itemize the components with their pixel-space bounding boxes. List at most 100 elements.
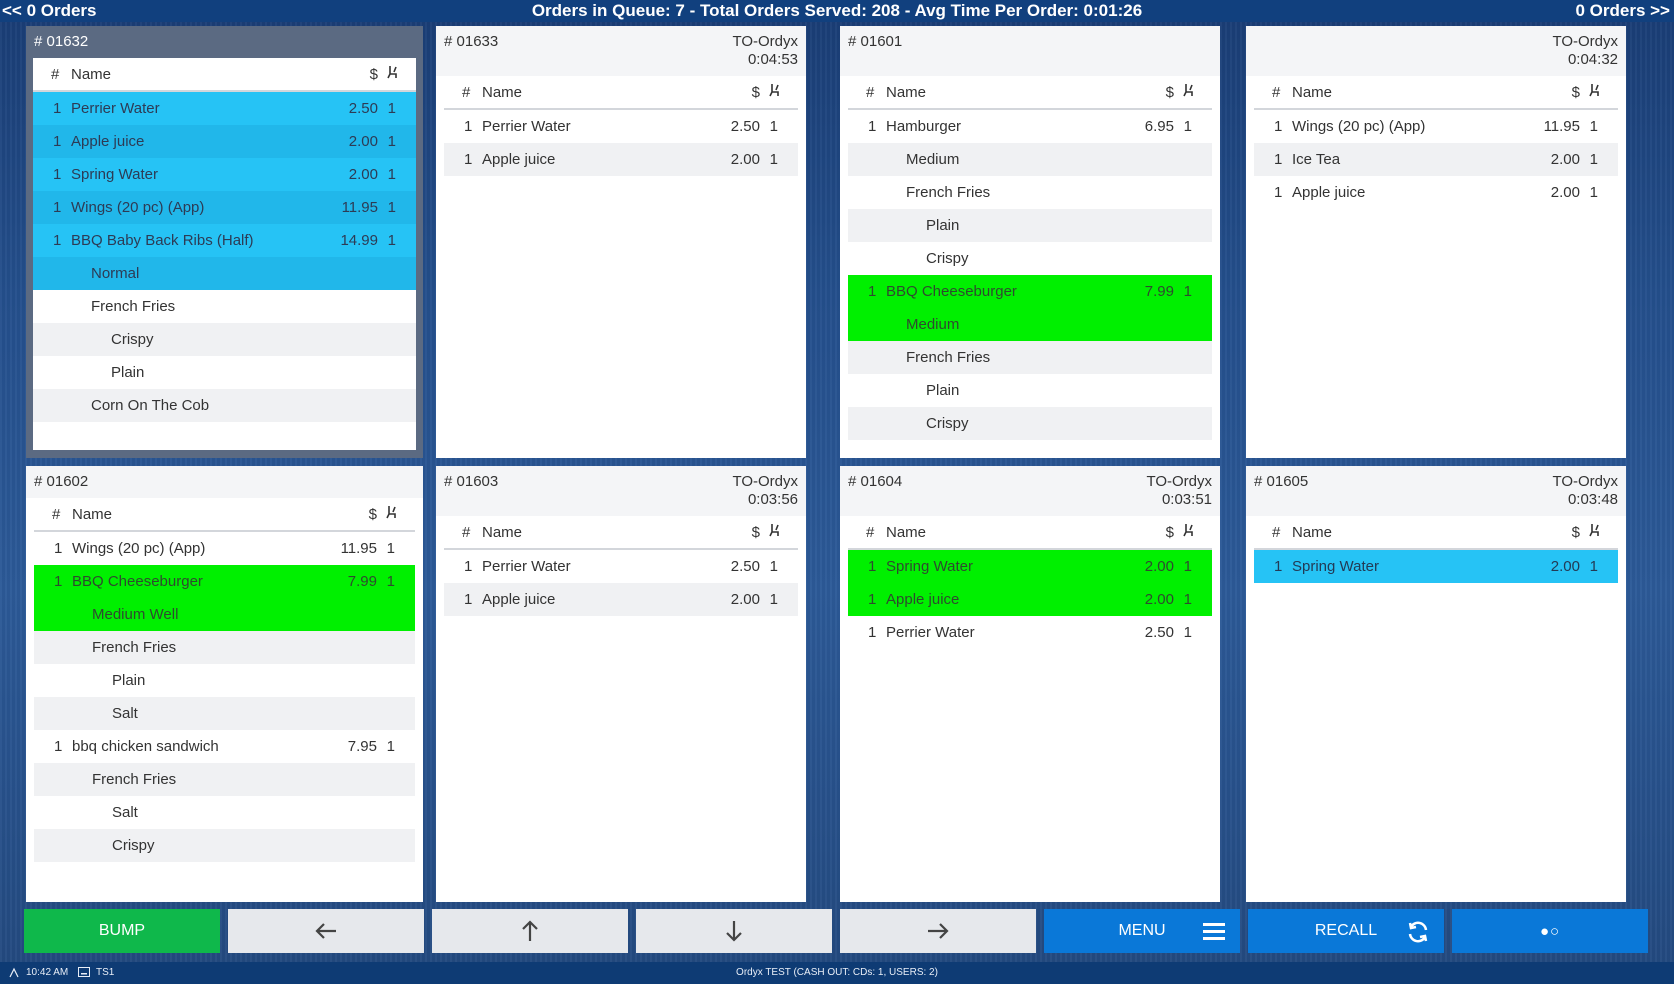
item-name: Apple juice xyxy=(71,133,145,150)
item-modifier-row[interactable]: French Fries xyxy=(34,763,415,796)
order-item-row[interactable]: 1 Apple juice 2.00 1 xyxy=(33,125,416,158)
item-price: 7.99 xyxy=(347,573,377,590)
recall-button[interactable]: RECALL xyxy=(1248,909,1444,953)
arrow-up-icon xyxy=(522,920,538,941)
order-item-row[interactable]: 1 Apple juice 2.00 1 xyxy=(848,583,1212,616)
column-price: $ xyxy=(1165,523,1174,541)
order-ticket-01601-continued[interactable]: TO-Ordyx 0:04:32 # Name $1 Wings (20 pc) (A… xyxy=(1246,26,1626,458)
order-header: # 01632 xyxy=(26,26,423,58)
move-down-button[interactable] xyxy=(636,909,832,953)
order-header: # 01605 TO-Ordyx 0:03:48 xyxy=(1246,466,1626,516)
item-modifier-row[interactable]: Normal xyxy=(33,257,416,290)
move-up-button[interactable] xyxy=(432,909,628,953)
order-number: # 01633 xyxy=(444,33,499,50)
item-name: Perrier Water xyxy=(482,558,571,575)
order-ticket-01602[interactable]: # 01602 # Name $1 Wings (20 pc) (App) 11.95 1… xyxy=(26,466,423,902)
order-type: TO-Ordyx xyxy=(732,33,798,50)
order-ticket-01604[interactable]: # 01604 TO-Ordyx 0:03:51 # Name $1 Spring W… xyxy=(840,466,1220,902)
column-price: $ xyxy=(368,505,377,523)
column-header: # Name $ xyxy=(33,58,416,92)
order-item-row[interactable]: 1 Spring Water 2.00 1 xyxy=(33,158,416,191)
item-seat: 1 xyxy=(1183,591,1192,608)
page-toggle-button[interactable]: ●○ xyxy=(1452,909,1648,953)
item-name: French Fries xyxy=(906,349,991,366)
item-seat: 1 xyxy=(1183,624,1192,641)
order-item-row[interactable]: 1 Apple juice 2.00 1 xyxy=(444,583,798,616)
item-price: 2.00 xyxy=(1550,184,1580,201)
item-modifier-row[interactable]: Corn On The Cob xyxy=(33,389,416,422)
item-modifier-row[interactable]: Crispy xyxy=(848,407,1212,440)
order-ticket-01632[interactable]: # 01632 # Name $1 Perrier Water 2.50 1 1 Apple … xyxy=(26,26,423,458)
item-list: # Name $1 Wings (20 pc) (App) 11.95 1 1 BBQ Che… xyxy=(34,498,415,862)
seat-icon xyxy=(769,83,781,101)
bump-button[interactable]: BUMP xyxy=(24,909,220,953)
order-item-row[interactable]: 1 Wings (20 pc) (App) 11.95 1 xyxy=(34,532,415,565)
arrow-right-icon xyxy=(928,923,949,939)
order-item-row[interactable]: 1 Spring Water 2.00 1 xyxy=(1254,550,1618,583)
item-name: Plain xyxy=(111,364,145,381)
item-name: Spring Water xyxy=(1292,558,1379,575)
order-item-row[interactable]: 1 Perrier Water 2.50 1 xyxy=(444,110,798,143)
order-ticket-01633[interactable]: # 01633 TO-Ordyx 0:04:53 # Name $1 Perrier … xyxy=(436,26,806,458)
item-modifier-row[interactable]: Salt xyxy=(34,796,415,829)
order-timer: 0:03:56 xyxy=(747,491,798,508)
item-modifier-row[interactable]: Crispy xyxy=(848,242,1212,275)
item-name: Normal xyxy=(91,265,140,282)
item-qty: 1 xyxy=(54,573,63,590)
item-qty: 1 xyxy=(53,199,62,216)
order-ticket-01603[interactable]: # 01603 TO-Ordyx 0:03:56 # Name $1 Perrier … xyxy=(436,466,806,902)
order-item-row[interactable]: 1 Perrier Water 2.50 1 xyxy=(444,550,798,583)
order-item-row[interactable]: 1 BBQ Cheeseburger 7.99 1 xyxy=(34,565,415,598)
order-item-row[interactable]: 1 Ice Tea 2.00 1 xyxy=(1254,143,1618,176)
signal-icon xyxy=(9,966,19,981)
order-item-row[interactable]: 1 Wings (20 pc) (App) 11.95 1 xyxy=(33,191,416,224)
order-item-row[interactable]: 1 Apple juice 2.00 1 xyxy=(444,143,798,176)
item-modifier-row[interactable]: Medium xyxy=(848,308,1212,341)
recall-label: RECALL xyxy=(1314,922,1378,939)
item-modifier-row[interactable]: Medium Well xyxy=(34,598,415,631)
item-qty: 1 xyxy=(868,591,877,608)
prev-orders-link[interactable]: << 0 Orders xyxy=(2,1,97,20)
order-ticket-01601[interactable]: # 01601 # Name $1 Hamburger 6.95 1 Medium Frenc… xyxy=(840,26,1220,458)
order-item-row[interactable]: 1 Wings (20 pc) (App) 11.95 1 xyxy=(1254,110,1618,143)
order-item-row[interactable]: 1 Spring Water 2.00 1 xyxy=(848,550,1212,583)
column-qty: # xyxy=(52,505,61,523)
item-name: Apple juice xyxy=(1292,184,1366,201)
item-name: French Fries xyxy=(92,771,177,788)
item-modifier-row[interactable]: Plain xyxy=(34,664,415,697)
order-item-row[interactable]: 1 Apple juice 2.00 1 xyxy=(1254,176,1618,209)
item-modifier-row[interactable]: Crispy xyxy=(34,829,415,862)
item-modifier-row[interactable]: Plain xyxy=(848,209,1212,242)
item-price: 7.99 xyxy=(1144,283,1174,300)
order-item-row[interactable]: 1 BBQ Cheeseburger 7.99 1 xyxy=(848,275,1212,308)
item-price: 11.95 xyxy=(340,540,377,557)
order-item-row[interactable]: 1 BBQ Baby Back Ribs (Half) 14.99 1 xyxy=(33,224,416,257)
move-right-button[interactable] xyxy=(840,909,1036,953)
item-modifier-row[interactable]: French Fries xyxy=(33,290,416,323)
next-orders-link[interactable]: 0 Orders >> xyxy=(1575,1,1670,20)
item-qty: 1 xyxy=(1274,151,1283,168)
column-qty: # xyxy=(1272,83,1281,101)
item-modifier-row[interactable]: French Fries xyxy=(848,341,1212,374)
item-modifier-row[interactable]: French Fries xyxy=(848,176,1212,209)
item-price: 2.50 xyxy=(730,118,760,135)
order-item-row[interactable]: 1 Hamburger 6.95 1 xyxy=(848,110,1212,143)
order-item-row[interactable]: 1 bbq chicken sandwich 7.95 1 xyxy=(34,730,415,763)
move-left-button[interactable] xyxy=(228,909,424,953)
order-ticket-01605[interactable]: # 01605 TO-Ordyx 0:03:48 # Name $1 Spring W… xyxy=(1246,466,1626,902)
item-price: 2.00 xyxy=(730,591,760,608)
menu-button[interactable]: MENU xyxy=(1044,909,1240,953)
item-modifier-row[interactable]: French Fries xyxy=(34,631,415,664)
item-modifier-row[interactable]: Plain xyxy=(848,374,1212,407)
item-modifier-row[interactable]: Plain xyxy=(33,356,416,389)
item-qty: 1 xyxy=(464,558,473,575)
item-modifier-row[interactable]: Medium xyxy=(848,143,1212,176)
order-number: # 01601 xyxy=(848,33,903,50)
column-name: Name xyxy=(72,505,113,523)
item-qty: 1 xyxy=(868,118,877,135)
item-modifier-row[interactable]: Crispy xyxy=(33,323,416,356)
order-item-row[interactable]: 1 Perrier Water 2.50 1 xyxy=(33,92,416,125)
item-modifier-row[interactable]: Salt xyxy=(34,697,415,730)
item-price: 14.99 xyxy=(340,232,378,249)
order-item-row[interactable]: 1 Perrier Water 2.50 1 xyxy=(848,616,1212,649)
